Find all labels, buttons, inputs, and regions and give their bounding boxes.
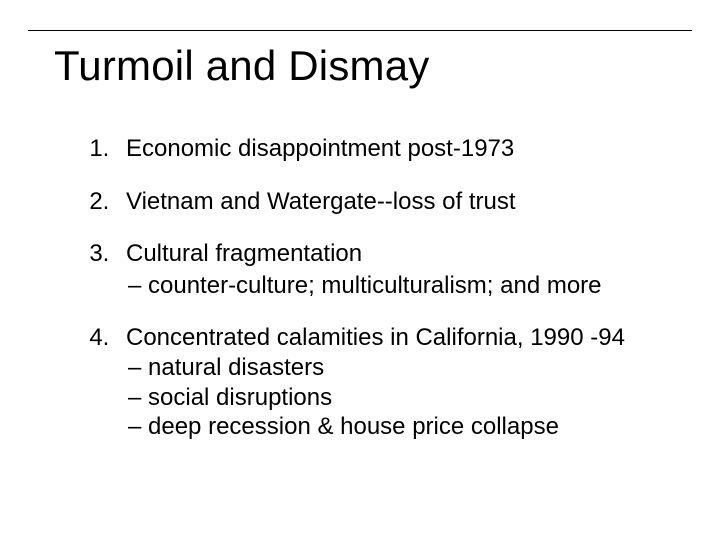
- outline-list: Economic disappointment post-1973 Vietna…: [70, 135, 690, 441]
- slide-title: Turmoil and Dismay: [54, 42, 429, 90]
- sublist-item: counter-culture; multiculturalism; and m…: [128, 272, 690, 300]
- sublist-item: social disruptions: [128, 384, 690, 412]
- sublist-item: deep recession & house price collapse: [128, 413, 690, 441]
- list-item: Concentrated calamities in California, 1…: [116, 324, 690, 440]
- list-item-text: Economic disappointment post-1973: [126, 135, 514, 162]
- sublist: natural disasters social disruptions dee…: [126, 354, 690, 441]
- slide-body: Economic disappointment post-1973 Vietna…: [70, 135, 690, 443]
- list-item: Vietnam and Watergate--loss of trust: [116, 188, 690, 216]
- list-item-text: Vietnam and Watergate--loss of trust: [126, 188, 516, 215]
- horizontal-rule: [28, 30, 692, 31]
- slide: Turmoil and Dismay Economic disappointme…: [0, 0, 720, 540]
- list-item-text: Cultural fragmentation: [126, 240, 362, 267]
- sublist-item: natural disasters: [128, 354, 690, 382]
- sublist: counter-culture; multiculturalism; and m…: [126, 272, 690, 300]
- list-item: Cultural fragmentation counter-culture; …: [116, 240, 690, 299]
- sublist-item-text: counter-culture; multiculturalism; and m…: [148, 272, 602, 299]
- sublist-item-text: deep recession & house price collapse: [148, 413, 559, 440]
- list-item-text: Concentrated calamities in California, 1…: [126, 324, 625, 351]
- sublist-item-text: natural disasters: [148, 354, 324, 381]
- sublist-item-text: social disruptions: [148, 384, 332, 411]
- list-item: Economic disappointment post-1973: [116, 135, 690, 163]
